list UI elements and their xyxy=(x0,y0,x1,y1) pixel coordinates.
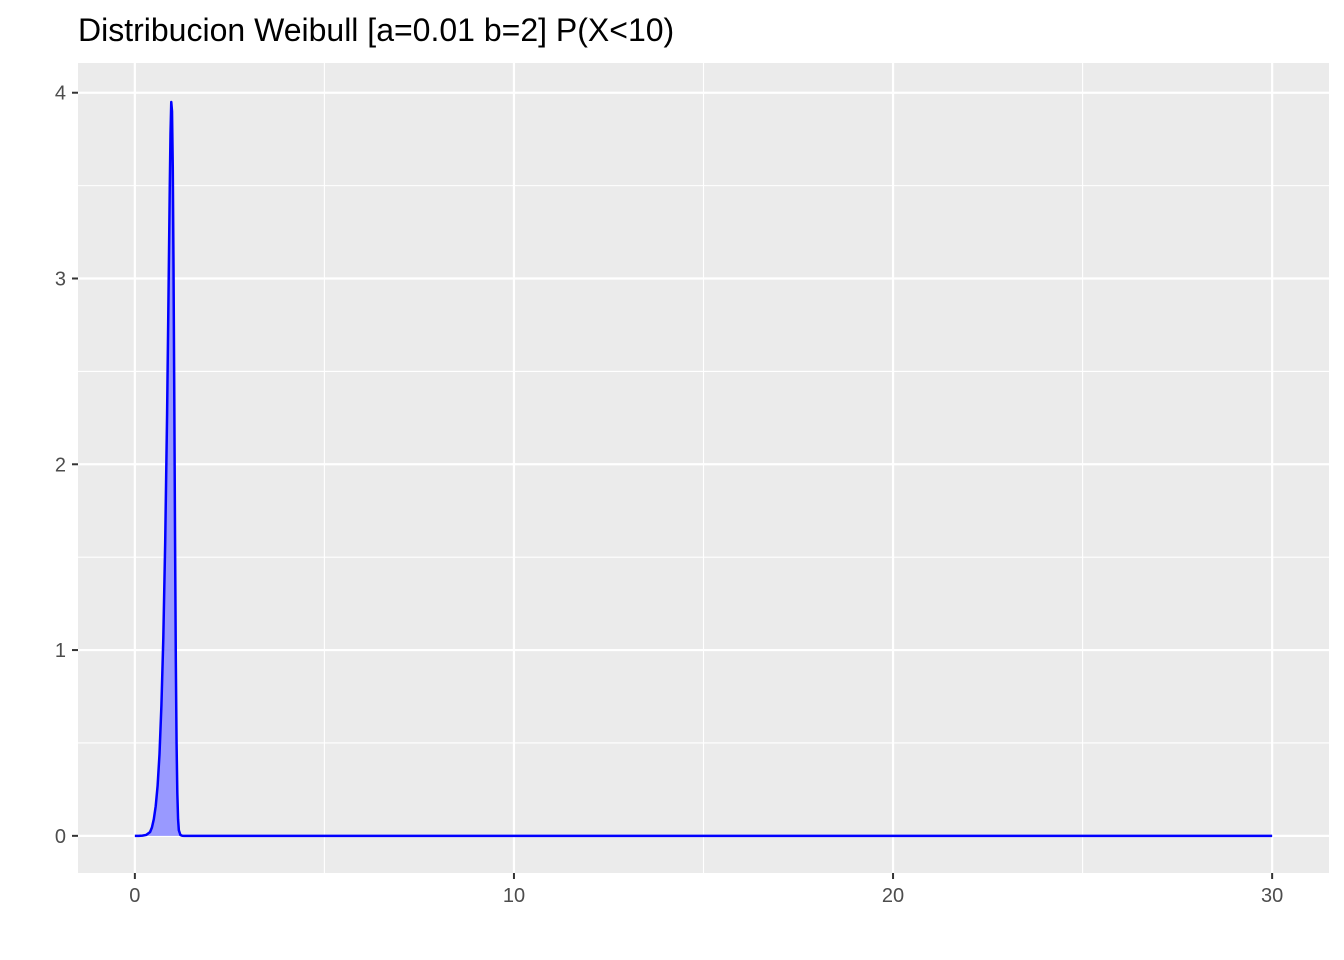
y-axis: 0 1 2 3 4 xyxy=(55,83,78,848)
chart-title: Distribucion Weibull [a=0.01 b=2] P(X<10… xyxy=(78,12,674,48)
minor-gridlines xyxy=(78,63,1329,873)
y-tick-label: 2 xyxy=(55,454,66,476)
major-gridlines xyxy=(78,63,1329,873)
x-tick-label: 10 xyxy=(503,885,525,907)
density-curve xyxy=(134,100,1273,838)
density-line xyxy=(134,100,1273,838)
x-axis: 0 10 20 30 xyxy=(129,873,1283,907)
x-tick-label: 0 xyxy=(129,885,140,907)
x-tick-label: 20 xyxy=(882,885,904,907)
y-tick-label: 0 xyxy=(55,826,66,848)
x-tick-label: 30 xyxy=(1261,885,1283,907)
y-tick-label: 1 xyxy=(55,640,66,662)
y-tick-label: 3 xyxy=(55,269,66,291)
y-tick-label: 4 xyxy=(55,83,66,105)
